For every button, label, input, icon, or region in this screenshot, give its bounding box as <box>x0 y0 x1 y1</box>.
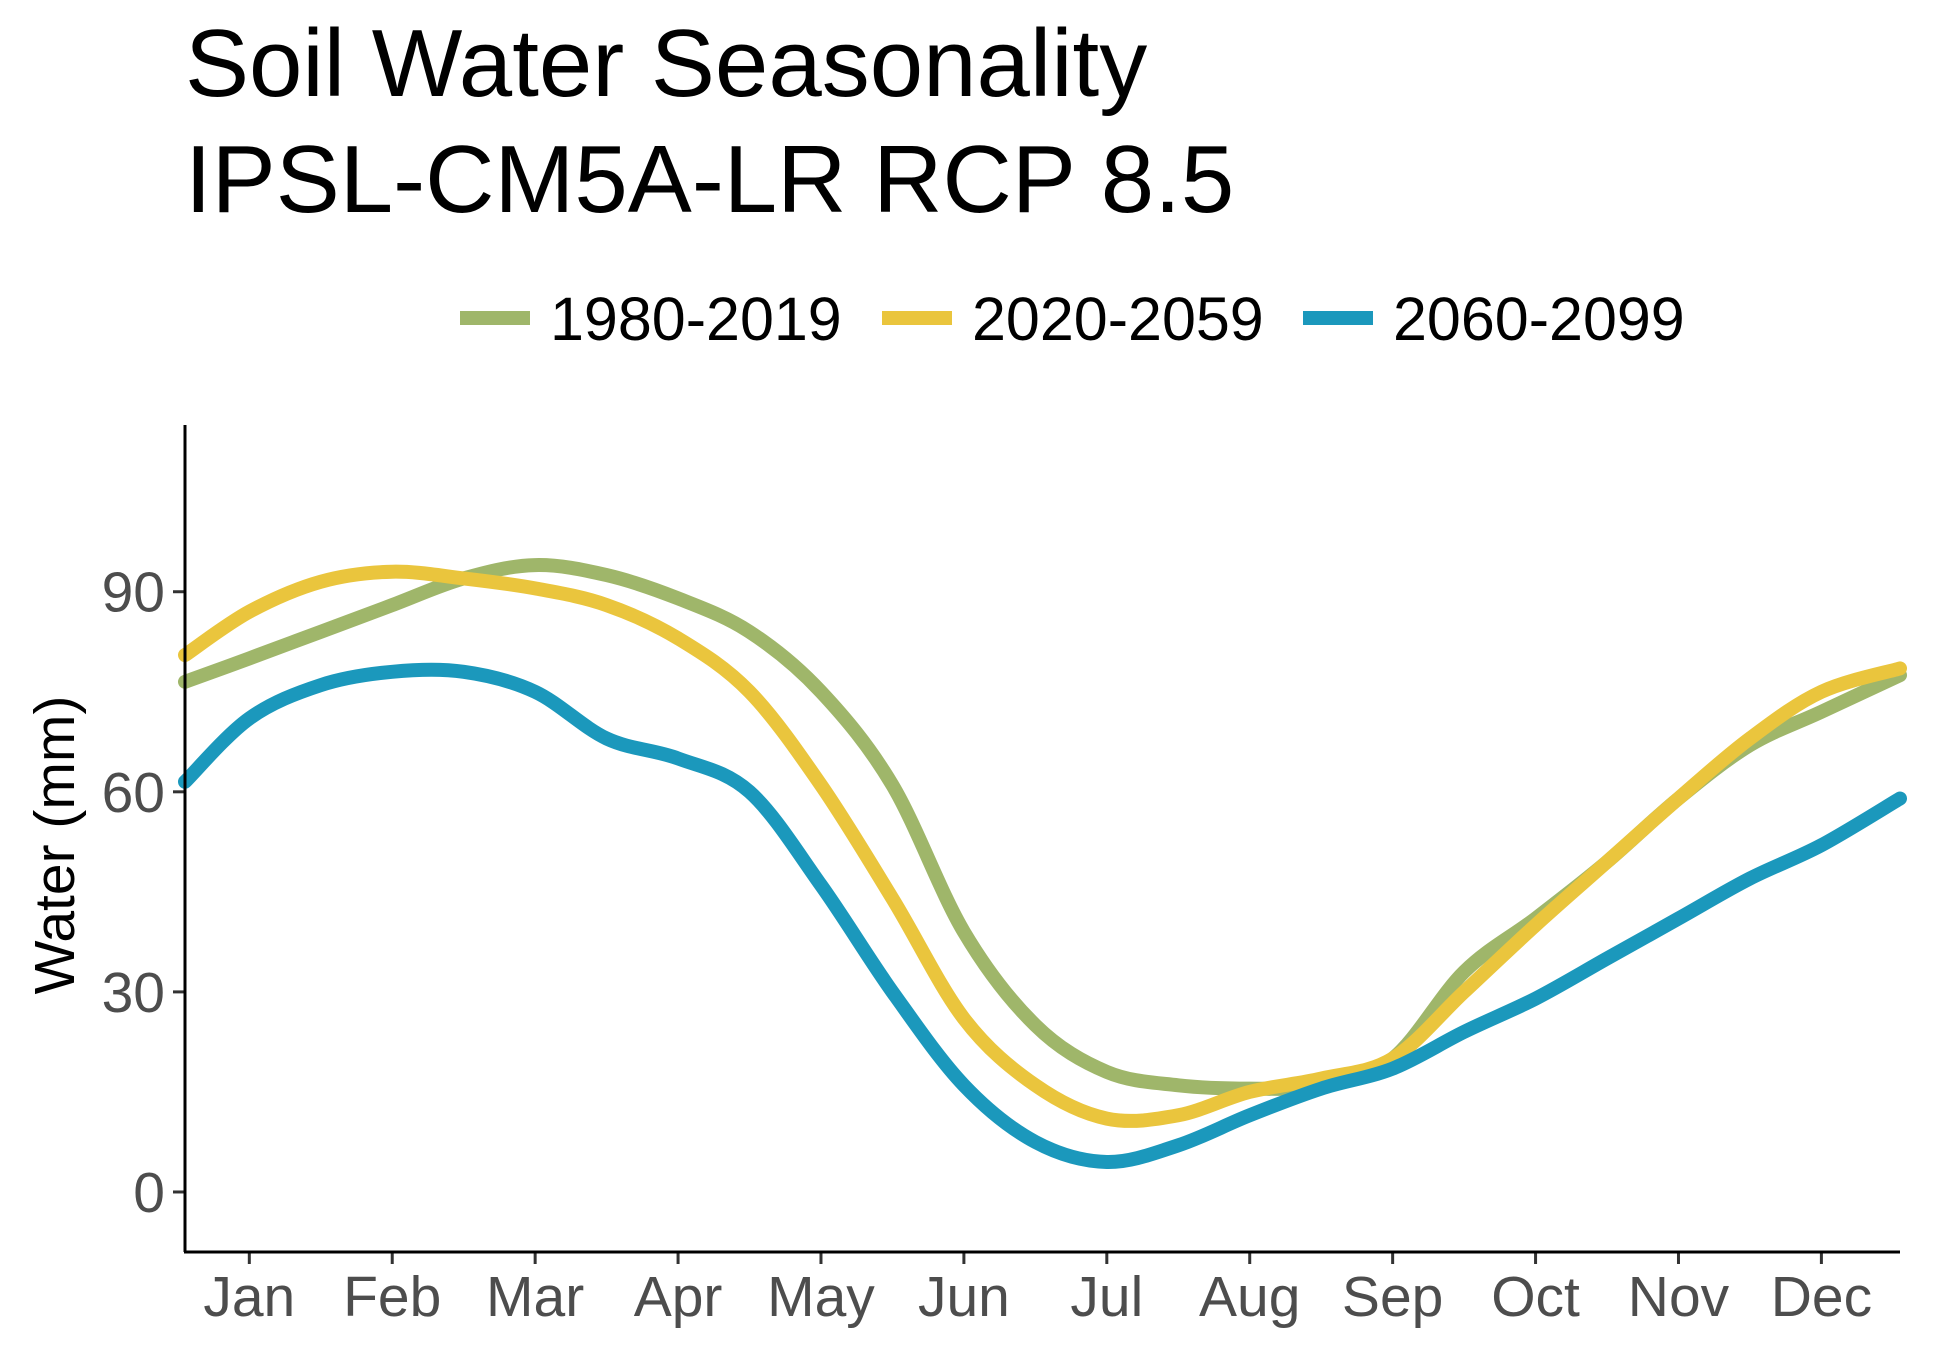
x-tick-label: Mar <box>486 1265 584 1329</box>
legend-label: 2060-2099 <box>1393 285 1685 353</box>
x-tick-label: May <box>767 1265 875 1329</box>
x-tick-label: Oct <box>1491 1265 1580 1329</box>
x-tick-label: Feb <box>343 1265 441 1329</box>
x-tick-label: Sep <box>1342 1265 1443 1329</box>
series-layer <box>178 558 1907 1169</box>
y-axis-ticks: 0 30 60 90 <box>102 561 185 1225</box>
series-line-2020-2059 <box>178 564 1907 1128</box>
x-axis-ticks: Jan Feb Mar Apr May Jun Jul Aug Sep Oct Nov Dec <box>203 1252 1872 1329</box>
x-tick-label: Aug <box>1199 1265 1300 1329</box>
legend-label: 2020-2059 <box>972 285 1264 353</box>
legend-label: 1980-2019 <box>550 285 842 353</box>
chart-title-line-2: IPSL-CM5A-LR RCP 8.5 <box>185 126 1234 233</box>
x-tick-label: Jan <box>203 1265 295 1329</box>
series-line-2060-2099 <box>178 662 1907 1169</box>
x-tick-label: Dec <box>1771 1265 1872 1329</box>
legend: 1980-2019 2020-2059 2060-2099 <box>460 285 1685 353</box>
y-tick-label: 90 <box>102 561 165 625</box>
x-tick-label: Jul <box>1070 1265 1143 1329</box>
y-axis-title: Water (mm) <box>23 696 87 995</box>
y-tick-label: 30 <box>102 961 165 1025</box>
y-tick-label: 60 <box>102 761 165 825</box>
y-tick-label: 0 <box>133 1161 165 1225</box>
x-tick-label: Apr <box>634 1265 723 1329</box>
chart-title-line-1: Soil Water Seasonality <box>185 10 1147 117</box>
x-tick-label: Jun <box>918 1265 1010 1329</box>
x-tick-label: Nov <box>1628 1265 1730 1329</box>
